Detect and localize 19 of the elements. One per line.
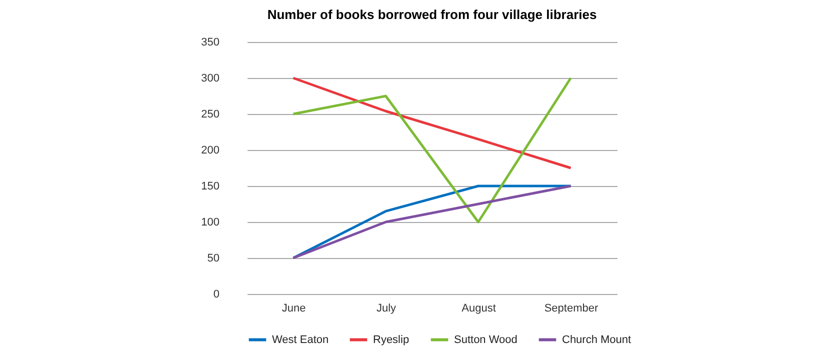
legend-label: Church Mount bbox=[562, 334, 632, 346]
x-tick-label: June bbox=[282, 302, 306, 314]
y-tick-label: 100 bbox=[201, 216, 220, 228]
y-tick-label: 300 bbox=[201, 72, 220, 84]
y-tick-label: 350 bbox=[201, 36, 220, 48]
y-tick-label: 0 bbox=[213, 288, 220, 300]
x-tick-label: July bbox=[376, 302, 397, 314]
line-series bbox=[292, 76, 572, 224]
y-tick-label: 50 bbox=[207, 252, 220, 264]
x-tick-label: August bbox=[462, 302, 496, 314]
y-tick-label: 250 bbox=[201, 108, 220, 120]
legend-label: Ryeslip bbox=[373, 334, 410, 346]
legend-label: Sutton Wood bbox=[454, 334, 518, 346]
chart-title: Number of books borrowed from four village libraries bbox=[267, 7, 597, 22]
line-series bbox=[292, 76, 572, 170]
y-tick-label: 200 bbox=[201, 144, 220, 156]
x-tick-label: September bbox=[544, 302, 598, 314]
y-tick-label: 150 bbox=[201, 180, 220, 192]
legend-label: West Eaton bbox=[272, 334, 329, 346]
